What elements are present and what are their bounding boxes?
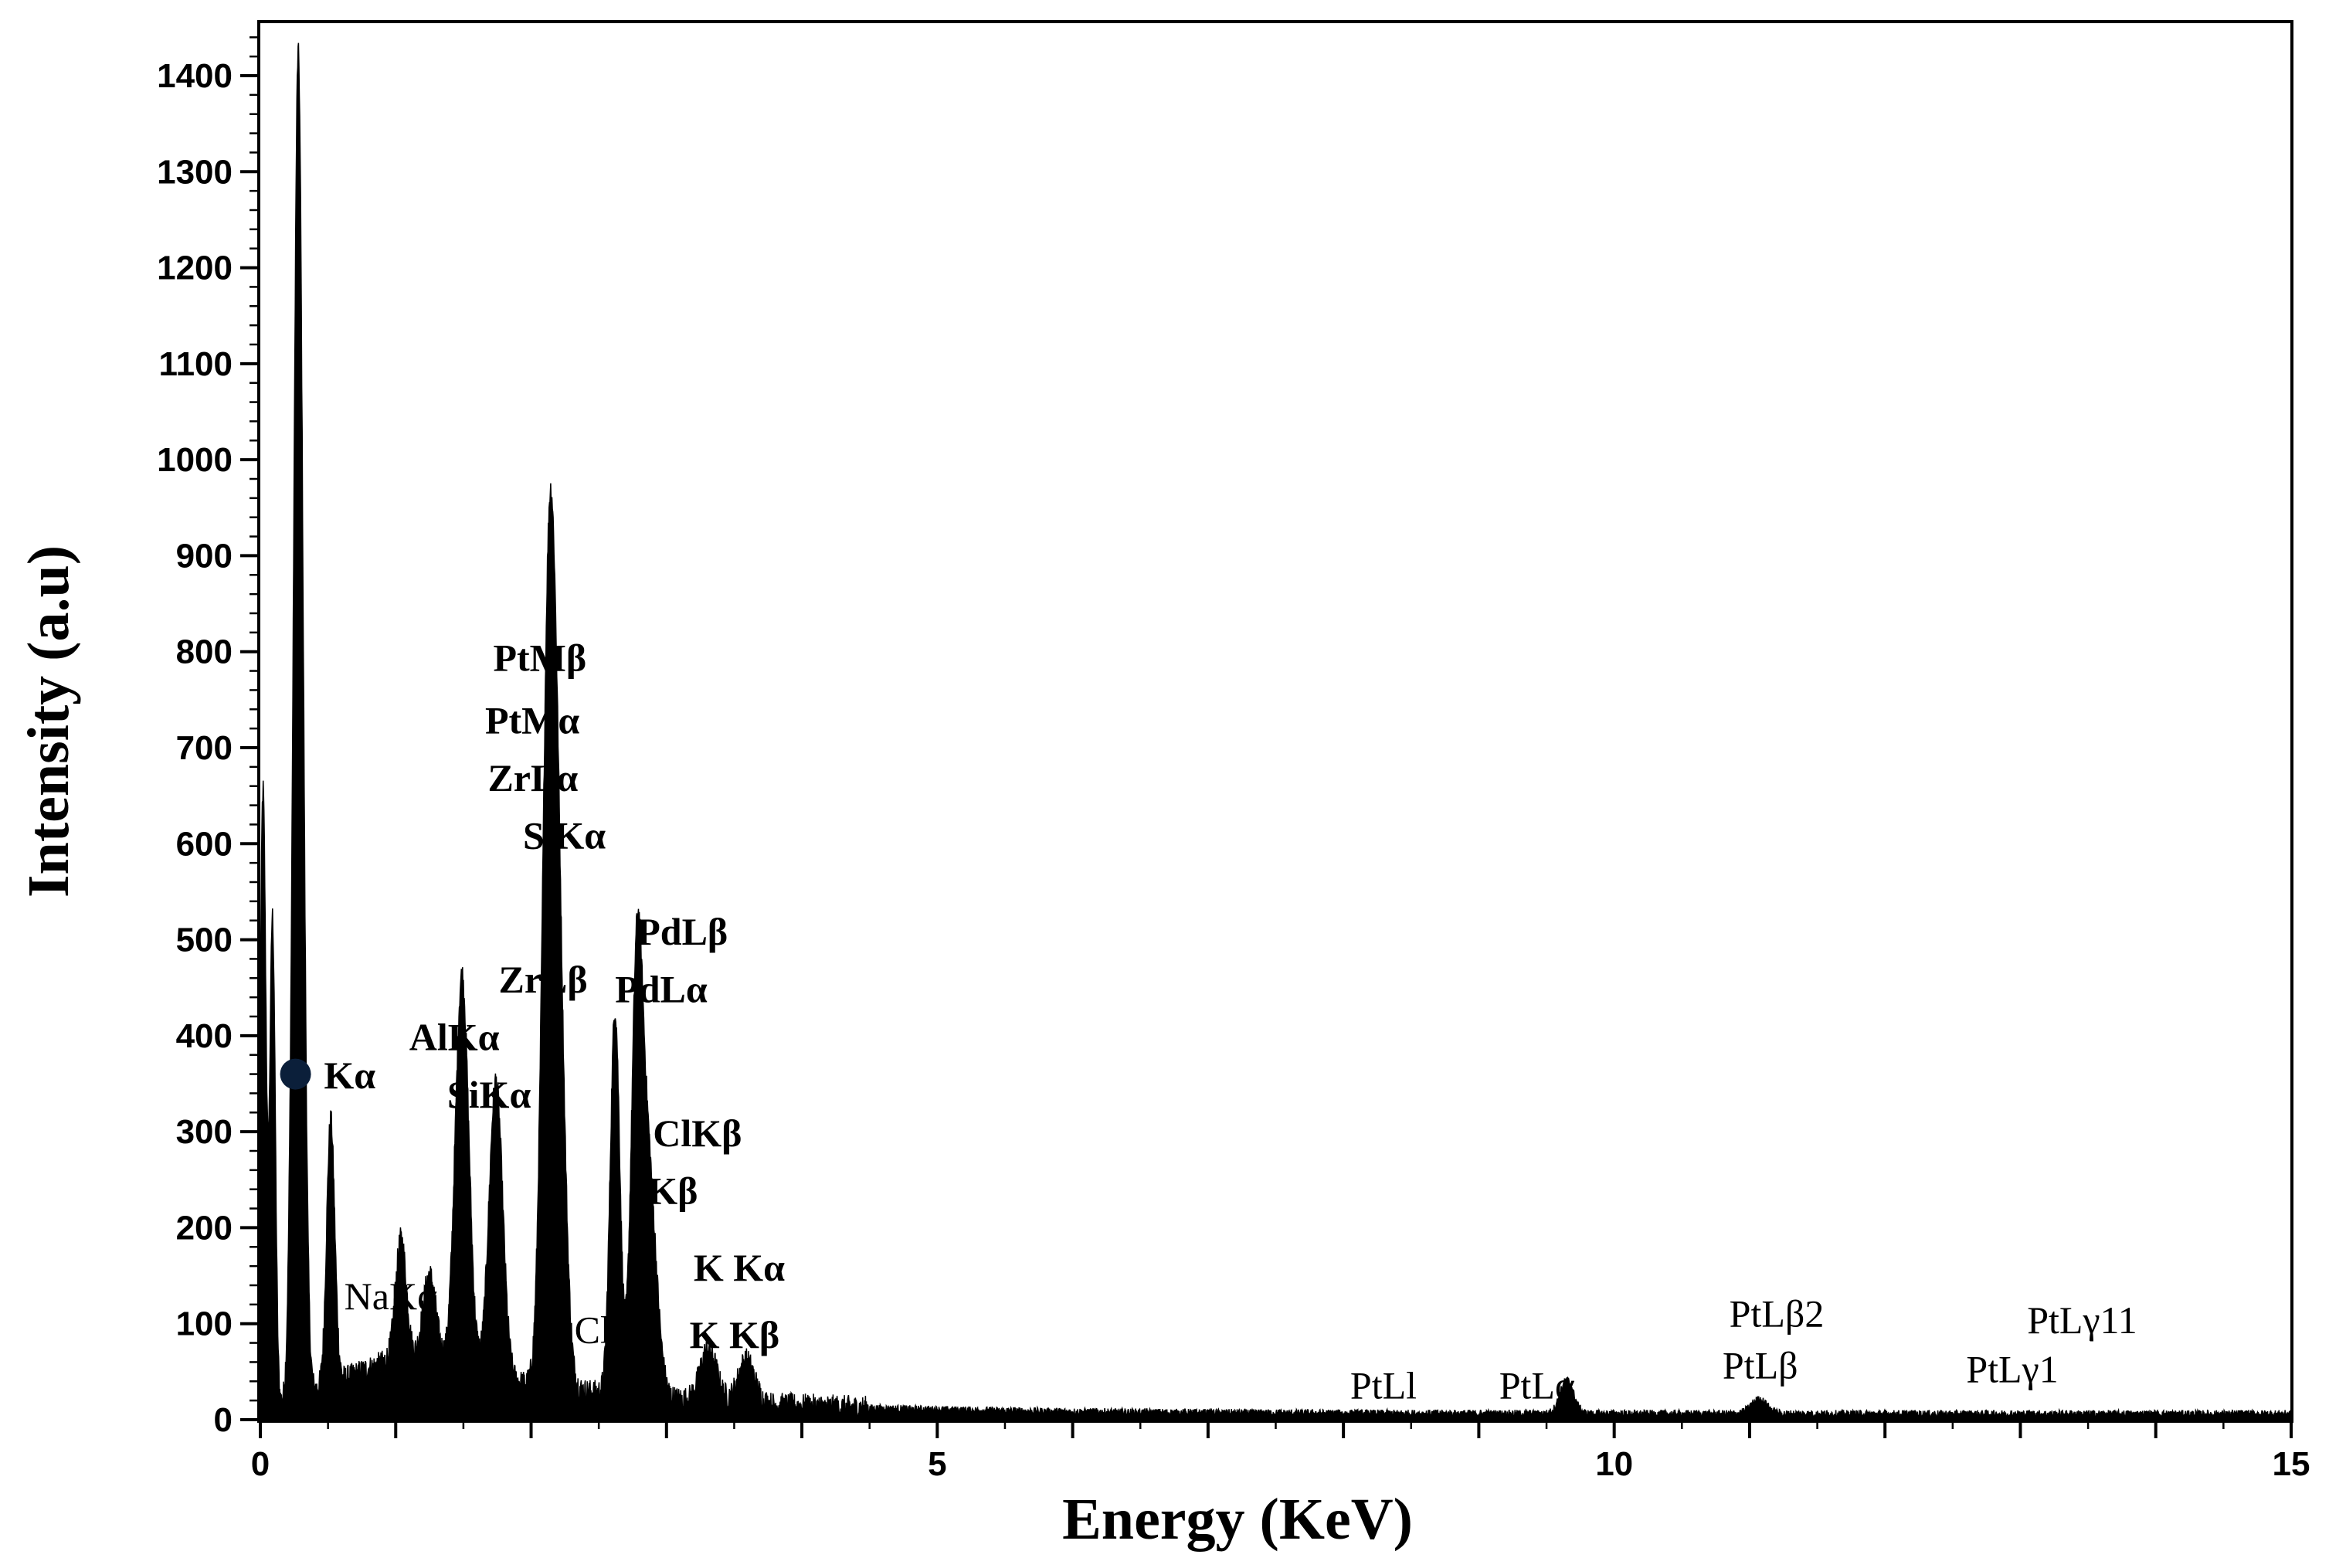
peak-label: Cl α: [575, 1308, 641, 1352]
peak-label: PdLβ: [637, 910, 728, 953]
y-tick-label: 600: [176, 825, 233, 863]
x-tick-label: 0: [251, 1445, 270, 1483]
y-tick-label: 1400: [157, 57, 233, 95]
peak-label: NaKα: [345, 1274, 438, 1318]
y-tick-label: 1000: [157, 441, 233, 479]
x-tick-label: 5: [928, 1445, 946, 1483]
peak-label: PtMα: [485, 698, 579, 742]
peak-label: PtLl: [1350, 1364, 1417, 1407]
peak-label: K Kβ: [690, 1313, 780, 1356]
peak-label: S Kα: [523, 814, 606, 857]
peak-label: Kβ: [647, 1169, 698, 1212]
peak-label: ZrLβ: [498, 958, 587, 1001]
y-tick-label: 100: [176, 1305, 233, 1343]
peak-annotations: PtMβ PtMα ZrLα S Kα PdLβ ZrLβ PdLα AlKα Kα SiKα Cl…: [324, 636, 2137, 1407]
y-axis: 0 100 200 300 400 500 600 700 800 900 1000 1100 1200…: [157, 36, 260, 1439]
peak-label: K Kα: [694, 1246, 785, 1289]
peak-label: ZrLα: [487, 756, 578, 799]
peak-label: PtLβ2: [1730, 1291, 1825, 1335]
y-tick-label: 200: [176, 1209, 233, 1247]
peak-marker: [280, 1058, 311, 1090]
peak-label: AlKα: [409, 1016, 500, 1059]
y-tick-label: 1200: [157, 249, 233, 287]
peak-label: SiKα: [447, 1073, 531, 1116]
peak-label: PtLγ1: [1966, 1348, 2058, 1391]
y-tick-label: 1100: [159, 345, 233, 383]
peak-label: PtLα: [1499, 1364, 1575, 1407]
peak-label: PdLα: [615, 967, 708, 1010]
peak-label: ClKβ: [653, 1112, 742, 1155]
peak-label: PtMβ: [493, 636, 586, 680]
x-axis: 0 5 10 15: [251, 1420, 2310, 1483]
y-tick-label: 700: [176, 729, 233, 767]
y-tick-label: 900: [176, 537, 233, 575]
y-tick-label: 300: [176, 1113, 233, 1151]
peak-label: PtLγ11: [2027, 1298, 2137, 1342]
y-tick-label: 400: [176, 1017, 233, 1055]
peak-label: PtLβ: [1723, 1344, 1798, 1387]
y-tick-label: 1300: [157, 153, 233, 191]
y-tick-label: 0: [214, 1401, 233, 1439]
spectrum-area: [260, 42, 2292, 1420]
y-tick-label: 500: [176, 921, 233, 959]
x-tick-label: 15: [2273, 1445, 2310, 1483]
y-axis-title: Intensity (a.u): [16, 545, 81, 898]
x-axis-title: Energy (KeV): [1062, 1487, 1413, 1552]
x-tick-label: 10: [1595, 1445, 1633, 1483]
y-tick-label: 800: [176, 633, 233, 671]
peak-label: Kα: [324, 1054, 375, 1097]
